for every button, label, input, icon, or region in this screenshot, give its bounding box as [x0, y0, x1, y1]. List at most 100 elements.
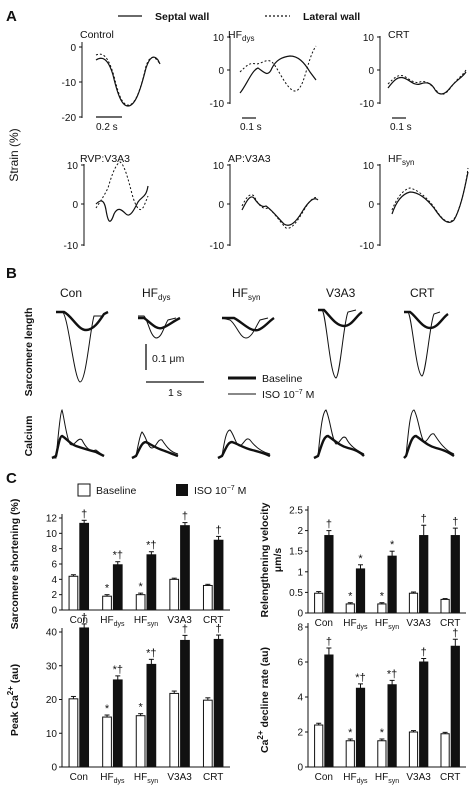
time-scale-label: 0.1 s	[240, 122, 262, 133]
tick-label: -10	[210, 241, 225, 252]
strain-title-hfsyn: HFsyn	[388, 153, 414, 167]
scale-bars-b: 0.1 μm 1 s	[145, 344, 204, 399]
septal-trace	[391, 171, 469, 223]
y-tick-label: 20	[46, 695, 58, 706]
baseline-bar-con	[314, 724, 324, 768]
y-tick-label: 2	[297, 526, 303, 537]
septal-trace	[95, 185, 149, 222]
significance-marker: †	[326, 636, 332, 648]
baseline-bar-hfsyn	[135, 594, 146, 611]
iso-bar-hfsyn	[146, 663, 157, 768]
strain-plot-hfsyn: HFsyn 10 0 -10	[360, 153, 469, 252]
panel-label-b: B	[6, 265, 17, 282]
iso-bar-hfdys	[355, 687, 366, 768]
strain-plot-crt: CRT 10 0 -10 0.1 s	[360, 29, 467, 133]
significance-marker: *†	[113, 550, 123, 562]
tick-label: 10	[363, 33, 375, 44]
septal-trace	[239, 55, 317, 94]
iso-sarcomere-trace	[318, 309, 357, 379]
baseline-bar-hfsyn	[377, 740, 387, 768]
strain-title-control: Control	[80, 29, 114, 41]
tick-label: 0	[70, 43, 76, 54]
strain-title-rvp: RVP:V3A3	[80, 153, 130, 165]
group-label-con: Con	[60, 286, 82, 300]
significance-marker: *†	[113, 664, 123, 676]
significance-marker: †	[452, 516, 458, 528]
legend-c: Baseline ISO 10−7 M	[77, 483, 246, 497]
baseline-calcium-trace	[313, 434, 365, 460]
baseline-sarcomere-trace	[404, 310, 449, 330]
baseline-bar-crt	[440, 733, 450, 768]
strain-plot-ap: AP:V3A3 10 0 -10	[210, 153, 319, 252]
tick-label: 0	[72, 200, 78, 211]
calcium-traces	[51, 409, 455, 460]
significance-marker: *†	[355, 672, 365, 684]
x-tick-label: Con	[315, 772, 333, 783]
time-scale-label: 0.1 s	[390, 122, 412, 133]
iso-bar-con	[324, 654, 334, 768]
lateral-trace	[241, 194, 319, 229]
iso-bar-hfdys	[112, 564, 123, 611]
iso-bar-hfsyn	[146, 554, 157, 611]
significance-marker: †	[81, 612, 87, 624]
tick-label: 0	[368, 200, 374, 211]
x-tick-label: CRT	[440, 772, 460, 783]
y-axis-label: Sarcomere shortening (%)	[9, 499, 21, 630]
x-tick-label: V3A3	[406, 618, 431, 629]
legend-septal-label: Septal wall	[155, 11, 209, 23]
baseline-bar-hfdys	[102, 716, 112, 768]
baseline-bar-crt	[202, 699, 213, 768]
scale-label-um: 0.1 μm	[152, 353, 185, 365]
baseline-bar-v3a3	[169, 692, 180, 768]
iso-bar-hfdys	[112, 679, 123, 768]
significance-marker: †	[216, 524, 222, 536]
baseline-bar-v3a3	[408, 592, 419, 614]
group-label-v3a3: V3A3	[326, 286, 356, 300]
iso-bar-hfsyn	[387, 684, 397, 768]
strain-plot-rvp: RVP:V3A3 10 0 -10	[64, 153, 149, 252]
y-tick-label: 2	[51, 590, 57, 601]
significance-marker: †	[216, 623, 222, 635]
y-tick-label: 4	[51, 575, 57, 586]
iso-calcium-trace	[313, 409, 365, 459]
iso-bar-con	[324, 535, 334, 614]
baseline-bar-hfdys	[345, 603, 355, 614]
strain-axis-label: Strain (%)	[7, 128, 21, 181]
lateral-trace	[387, 69, 467, 95]
significance-marker: *	[390, 539, 395, 551]
legend-baseline-label: Baseline	[262, 373, 302, 385]
x-tick-label: Con	[70, 615, 88, 626]
y-tick-label: 0.5	[289, 588, 303, 599]
significance-marker: †	[421, 647, 427, 659]
x-tick-label: Con	[315, 618, 333, 629]
iso-bar-v3a3	[180, 639, 190, 768]
legend-a: Septal wall Lateral wall	[118, 11, 360, 23]
lateral-trace	[95, 53, 161, 106]
lateral-trace	[391, 167, 469, 223]
x-tick-label: CRT	[440, 618, 460, 629]
baseline-bar-hfdys	[345, 740, 355, 768]
x-tick-label: HFsyn	[375, 618, 399, 631]
y-tick-label: 0	[51, 763, 57, 774]
time-scale-label: 0.2 s	[96, 122, 118, 133]
group-label-hfsyn: HFsyn	[232, 286, 260, 302]
x-tick-label: HFsyn	[134, 615, 158, 628]
significance-marker: *	[358, 553, 363, 565]
iso-bar-crt	[213, 539, 224, 611]
septal-trace	[95, 56, 161, 107]
row-label-calcium: Calcium	[23, 416, 35, 457]
y-tick-label: 2	[297, 728, 303, 739]
y-tick-label: 1	[297, 567, 303, 578]
tick-label: -10	[64, 241, 79, 252]
tick-label: 0	[218, 66, 224, 77]
x-tick-label: HFsyn	[375, 772, 399, 785]
y-axis-label: Ca2+ decline rate (au)	[256, 647, 271, 753]
scale-label-s: 1 s	[168, 387, 182, 399]
tick-label: 0	[368, 66, 374, 77]
baseline-bar-con	[68, 575, 79, 611]
significance-marker: *	[105, 583, 110, 595]
